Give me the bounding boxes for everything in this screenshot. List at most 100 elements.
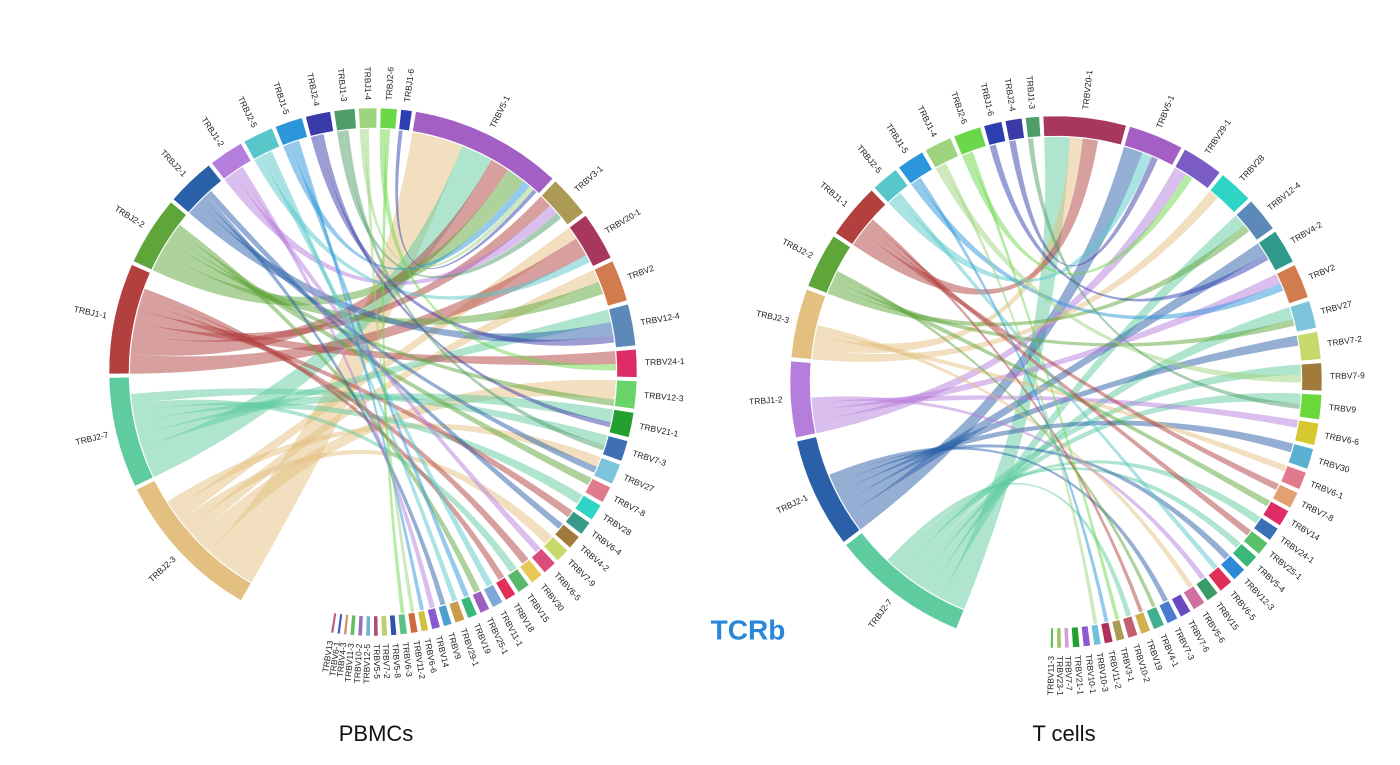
sector xyxy=(108,264,151,375)
sector-label: TRBV6-3 xyxy=(400,641,414,677)
sector-label: TRBV28 xyxy=(601,512,634,538)
sector xyxy=(1146,606,1165,630)
sector xyxy=(1183,585,1205,610)
sector-label: TRBJ1-4 xyxy=(363,66,374,100)
sector xyxy=(608,303,636,348)
sector xyxy=(1158,600,1178,624)
sector xyxy=(609,409,635,438)
sector-label: TRBV23-1 xyxy=(1055,656,1065,696)
sector-label: TRBV6-1 xyxy=(327,641,342,677)
sector xyxy=(1301,362,1323,392)
link xyxy=(382,129,405,614)
sector xyxy=(1209,174,1249,213)
link xyxy=(180,450,553,544)
sector xyxy=(789,360,816,439)
sector-label: TRBJ2-3 xyxy=(146,554,177,584)
sector xyxy=(835,189,886,245)
sector-label: TRBV9 xyxy=(1328,402,1356,415)
sector-label: TRBV7-2 xyxy=(1327,334,1363,349)
link xyxy=(130,388,608,446)
sector xyxy=(1122,615,1138,639)
sector-label: TRBJ2-2 xyxy=(781,236,816,260)
sector-label: TRBV10-1 xyxy=(1084,653,1099,694)
sector-label: TRBV5-1 xyxy=(488,94,512,130)
sector xyxy=(1134,611,1151,635)
sector-label: TRBJ2-5 xyxy=(855,143,884,175)
sector xyxy=(472,590,490,614)
link xyxy=(224,173,557,286)
sector-label: TRBJ1-1 xyxy=(818,180,850,209)
sector xyxy=(358,107,378,129)
link xyxy=(896,192,1218,570)
sector xyxy=(365,615,371,637)
link xyxy=(833,274,1271,507)
sector-label: TRBJ2-6 xyxy=(949,90,970,125)
sector xyxy=(790,289,826,360)
sector-label: TRBV4-2 xyxy=(1289,219,1324,246)
sector-label: TRBJ1-2 xyxy=(749,394,783,406)
sector xyxy=(275,117,308,146)
sector-label: TRBV29-1 xyxy=(1203,117,1233,156)
link xyxy=(130,238,587,374)
sector xyxy=(1236,200,1274,241)
sector-label: TRBV14 xyxy=(1289,518,1322,543)
sector xyxy=(343,614,349,635)
sector-label: TRBV28 xyxy=(1237,153,1266,184)
link xyxy=(812,274,1281,421)
sector xyxy=(569,215,612,267)
sector xyxy=(873,169,909,203)
sector xyxy=(1289,300,1317,333)
sector xyxy=(1050,627,1054,649)
sector xyxy=(615,348,638,378)
sector xyxy=(602,435,629,462)
sector xyxy=(427,607,441,630)
sector xyxy=(953,126,987,156)
link xyxy=(132,399,517,573)
link xyxy=(837,335,1299,503)
sector-label: TRBV7-7 xyxy=(1063,656,1074,692)
sector xyxy=(614,380,638,410)
sector xyxy=(554,524,580,549)
sector-label: TRBJ1-6 xyxy=(402,68,416,103)
sector xyxy=(1004,117,1025,141)
sector-label: TRBJ2-7 xyxy=(866,597,894,630)
sector-label: TRBV4-3 xyxy=(335,642,349,678)
sector-label: TRBV12-5 xyxy=(361,644,372,684)
sector xyxy=(845,532,965,629)
sector-label: TRBJ2-5 xyxy=(236,95,260,130)
sector xyxy=(108,376,154,487)
sector-label: TRBJ2-4 xyxy=(305,72,322,107)
sector xyxy=(438,604,453,627)
sector-label: TRBV24-1 xyxy=(645,356,685,367)
sector xyxy=(531,548,556,573)
sector xyxy=(136,480,252,601)
link xyxy=(364,129,415,613)
sector xyxy=(594,260,628,307)
sector-label: TRBV7-3 xyxy=(631,448,668,468)
sector xyxy=(1220,555,1245,580)
sector-label: TRBV27 xyxy=(622,472,656,494)
link xyxy=(138,309,611,448)
sector-label: TRBV5-5 xyxy=(372,644,382,679)
sector xyxy=(407,612,419,634)
sector xyxy=(1090,624,1102,646)
sector-label: TRBV7-8 xyxy=(1300,499,1336,524)
annotation: TCRb xyxy=(711,614,786,645)
chord-diagram: TRBJ2-3 TRBJ2-7 TRBJ1-1 TRBJ2-2 TRBJ2-1 TRBJ1… xyxy=(73,66,685,683)
sector-label: TRBV2 xyxy=(1307,262,1336,282)
sector xyxy=(357,615,364,637)
sector-label: TRBV2 xyxy=(626,263,655,282)
link xyxy=(266,151,458,602)
link xyxy=(209,132,463,583)
sector-label: TRBV5-8 xyxy=(390,643,403,679)
sector xyxy=(1025,116,1041,138)
sector-label: TRBV10-2 xyxy=(352,643,364,683)
sector xyxy=(349,614,357,636)
sector-label: TRBV20-1 xyxy=(1080,69,1094,110)
sector-label: TRBV21-1 xyxy=(1073,655,1086,696)
sector-label: TRBJ1-2 xyxy=(199,115,226,149)
sector-label: TRBJ1-6 xyxy=(979,82,997,117)
sector-label: TRBV21-1 xyxy=(639,421,680,439)
sector xyxy=(574,495,602,521)
sector xyxy=(1258,231,1294,271)
